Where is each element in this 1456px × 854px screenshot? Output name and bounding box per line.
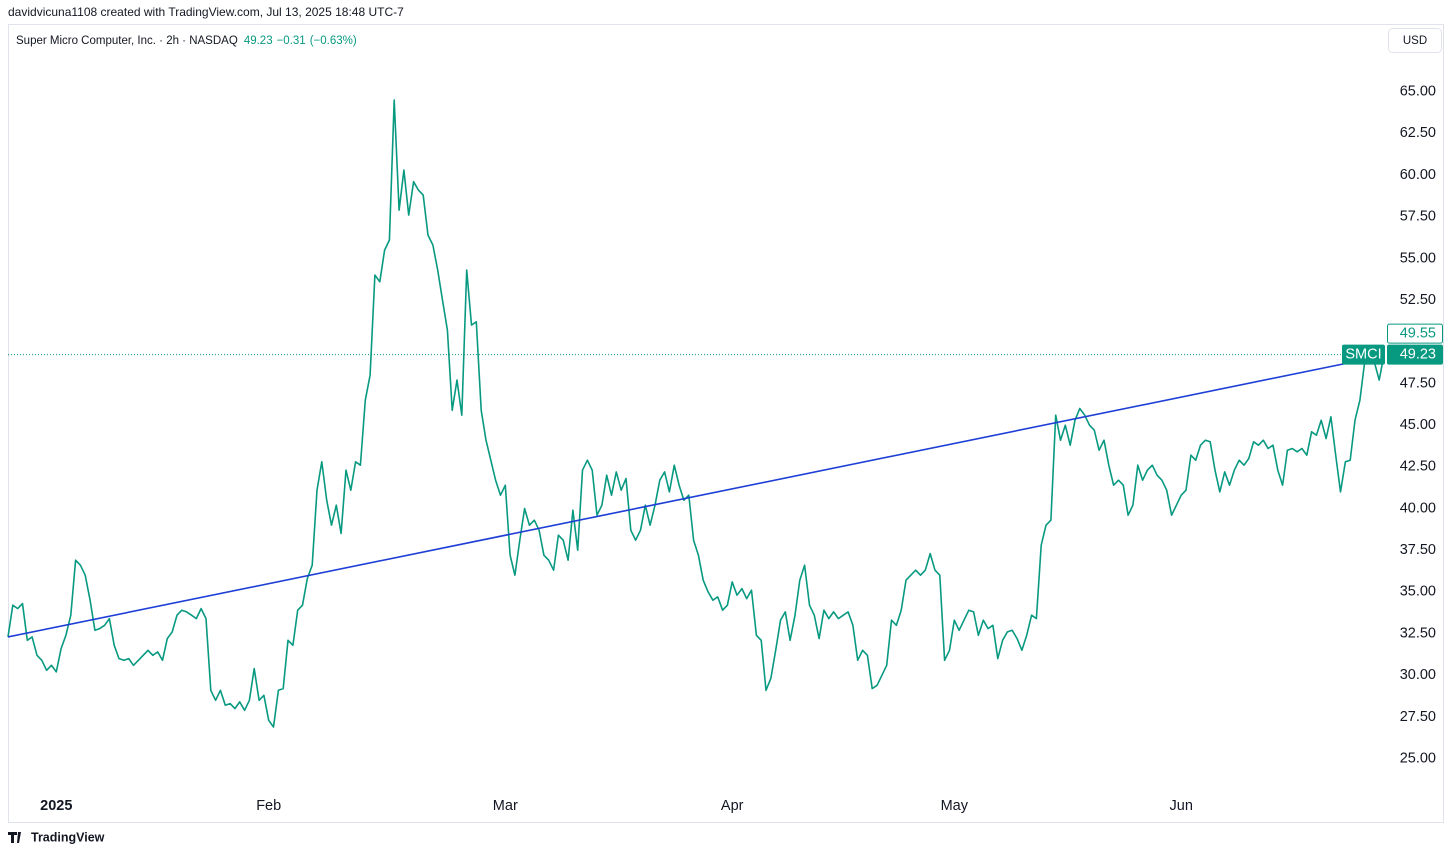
y-tick-label: 62.50 xyxy=(1400,125,1436,141)
currency-label[interactable]: USD xyxy=(1403,35,1427,47)
prev-price-box xyxy=(1387,323,1443,344)
legend-change: −0.31 xyxy=(277,35,306,47)
y-tick-label: 32.50 xyxy=(1400,625,1436,641)
currency-button[interactable] xyxy=(1388,28,1442,53)
logo-mark xyxy=(8,832,21,843)
y-tick-label: 25.00 xyxy=(1400,750,1436,766)
y-tick-label: 55.00 xyxy=(1400,250,1436,266)
y-tick-label: 37.50 xyxy=(1400,542,1436,558)
footer-text: TradingView xyxy=(31,830,105,844)
y-tick-label: 57.50 xyxy=(1400,209,1436,225)
x-tick-label: Apr xyxy=(721,798,744,814)
legend-change-pct: (−0.63%) xyxy=(310,35,357,47)
legend-symbol: Super Micro Computer, Inc. · 2h · NASDAQ xyxy=(16,35,238,47)
legend-price: 49.23 xyxy=(244,35,273,47)
y-tick-label: 27.50 xyxy=(1400,709,1436,725)
symbol-tag xyxy=(1342,344,1385,365)
symbol-tag-label: SMCI xyxy=(1345,346,1381,362)
y-tick-label: 35.00 xyxy=(1400,584,1436,600)
last-price-box xyxy=(1387,344,1443,365)
credit: davidvicuna1108 created with TradingView… xyxy=(8,5,404,19)
prev-price-label: 49.55 xyxy=(1400,325,1436,341)
last-price-label: 49.23 xyxy=(1400,346,1436,362)
x-tick-label: Feb xyxy=(256,798,281,814)
y-tick-label: 65.00 xyxy=(1400,84,1436,100)
x-tick-label: Jun xyxy=(1170,798,1193,814)
y-tick-label: 40.00 xyxy=(1400,500,1436,516)
x-tick-label: Mar xyxy=(493,798,518,814)
footer-logo: TradingView xyxy=(8,830,105,844)
x-tick-label: 2025 xyxy=(40,798,72,814)
trend-line xyxy=(7,357,1371,638)
y-tick-label: 45.00 xyxy=(1400,417,1436,433)
y-tick-label: 30.00 xyxy=(1400,667,1436,683)
price-line xyxy=(7,99,1385,728)
y-tick-label: 47.50 xyxy=(1400,375,1436,391)
y-tick-label: 52.50 xyxy=(1400,292,1436,308)
x-tick-label: May xyxy=(941,798,969,814)
y-tick-label: 60.00 xyxy=(1400,167,1436,183)
y-tick-label: 42.50 xyxy=(1400,459,1436,475)
chart-frame xyxy=(8,24,1444,823)
